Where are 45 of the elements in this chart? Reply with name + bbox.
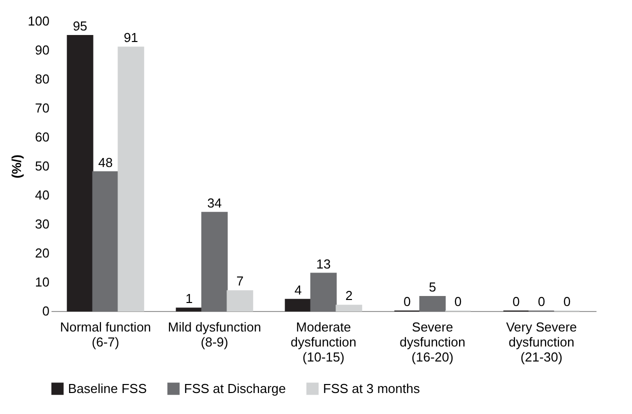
x-tick-label: Moderate dysfunction (10-15)	[290, 320, 356, 364]
bar	[118, 46, 144, 312]
y-axis-title: (%/)	[8, 154, 24, 178]
bar	[284, 298, 312, 312]
y-tick-label: 30	[35, 216, 50, 232]
bar	[226, 290, 254, 312]
data-label: 1	[185, 291, 193, 306]
data-label: 5	[428, 280, 436, 294]
y-tick-label: 100	[28, 14, 50, 28]
legend-label: FSS at 3 months	[323, 380, 420, 396]
data-label: 0	[538, 294, 546, 309]
data-label: 7	[236, 274, 244, 289]
data-label: 4	[294, 282, 302, 298]
bar	[310, 272, 337, 312]
bar	[419, 296, 446, 312]
x-tick-label: Mild dysfunction (8-9)	[168, 320, 262, 350]
y-tick-label: 70	[35, 100, 50, 116]
data-label: 91	[124, 30, 138, 46]
legend-label: FSS at Discharge	[184, 380, 286, 396]
data-label: 34	[207, 195, 222, 210]
bar	[201, 212, 228, 312]
y-tick-label: 40	[35, 188, 50, 202]
y-tick-label: 20	[35, 246, 50, 260]
data-label: 0	[403, 294, 411, 309]
y-tick-label: 90	[35, 42, 50, 58]
data-label: 13	[316, 256, 331, 272]
x-tick-label: Severe dysfunction (16-20)	[400, 320, 466, 364]
data-label: 0	[454, 294, 462, 309]
y-tick-label: 0	[42, 304, 50, 318]
legend-label: Baseline FSS	[68, 380, 148, 396]
x-tick-label: Very Severe dysfunction (21-30)	[506, 320, 577, 364]
data-label: 0	[512, 294, 520, 309]
data-label: 48	[98, 154, 113, 170]
bar	[176, 308, 202, 312]
y-tick-label: 60	[35, 130, 50, 144]
y-tick-label: 80	[35, 72, 50, 86]
y-tick-label: 50	[35, 158, 50, 174]
data-label: 0	[563, 294, 571, 309]
bar	[336, 304, 362, 312]
bar	[92, 171, 119, 312]
bar	[66, 35, 94, 312]
data-label: 95	[72, 18, 88, 34]
y-tick-label: 10	[35, 274, 50, 290]
data-label: 2	[345, 288, 353, 304]
x-tick-label: Normal function (6-7)	[60, 320, 152, 350]
